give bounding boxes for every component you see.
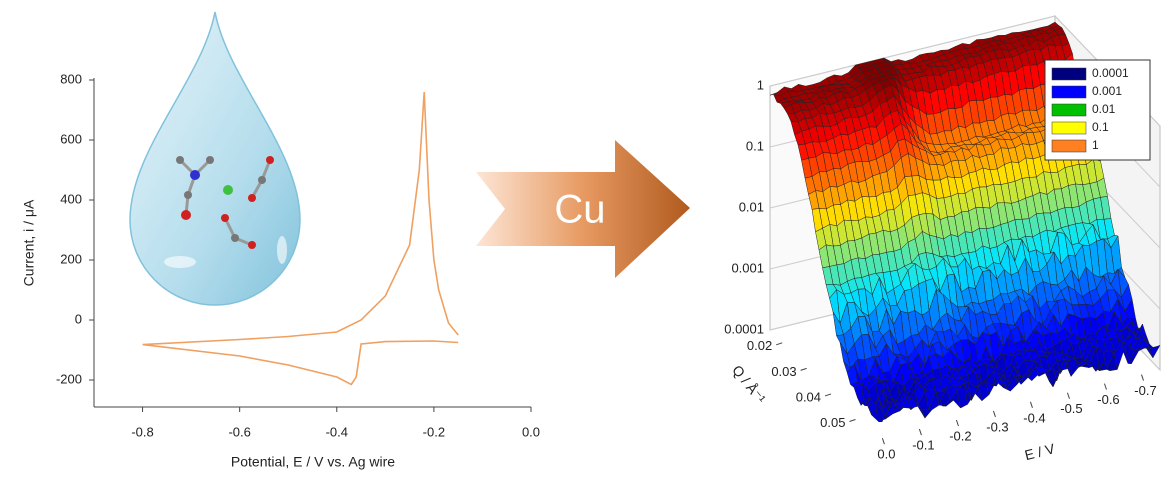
x-tick-label: -0.7 xyxy=(1134,383,1156,398)
y-tick-label: 800 xyxy=(60,71,82,86)
y-tick-label: 400 xyxy=(60,191,82,206)
z-tick-label: 1 xyxy=(757,77,764,92)
x-tick-label: -0.3 xyxy=(986,419,1008,434)
y-tick xyxy=(776,342,783,346)
legend-swatch xyxy=(1051,121,1087,135)
x-tick-label: 0.0 xyxy=(522,424,540,439)
legend-label: 0.0001 xyxy=(1092,66,1129,80)
surface-chart: 0.0001 0.001 0.01 0.1 1 0.02 0.030.04 0.05 0.0 -0… xyxy=(724,14,1161,463)
y-tick-label: 0.05 xyxy=(820,415,845,430)
legend-label: 0.01 xyxy=(1092,102,1116,116)
y-tick-label: 0.04 xyxy=(796,389,821,404)
x-tick xyxy=(1104,383,1107,390)
legend-swatch xyxy=(1051,67,1087,81)
legend-swatch xyxy=(1051,103,1087,117)
x-tick-label: -0.8 xyxy=(131,424,153,439)
surface-cell xyxy=(871,409,883,423)
y-tick xyxy=(800,367,807,371)
z-tick-label: 0.1 xyxy=(746,138,764,153)
z-tick-label: 0.01 xyxy=(739,199,764,214)
cv-curve xyxy=(142,91,459,386)
x-tick-label: -0.6 xyxy=(228,424,250,439)
legend-label: 0.001 xyxy=(1092,84,1122,98)
surface xyxy=(769,21,1161,423)
x-tick-label: -0.2 xyxy=(423,424,445,439)
y-tick-label: 0 xyxy=(75,311,82,326)
x-tick xyxy=(881,438,885,445)
y-axis-title: Current, i / μA xyxy=(21,199,37,286)
x-tick xyxy=(992,410,996,418)
x-tick-label: -0.1 xyxy=(912,438,934,453)
y-tick-label: 200 xyxy=(60,251,82,266)
y-axis-title: Q / Å⁻¹ xyxy=(729,362,769,407)
y-tick-label: 0.02 xyxy=(747,338,772,353)
y-tick xyxy=(824,393,832,397)
x-tick xyxy=(1141,374,1144,381)
x-tick xyxy=(1029,401,1033,408)
legend-label: 0.1 xyxy=(1092,120,1109,134)
cv-chart: -200 0 200 400 600 800 -0.8 -0.6 -0.4 -0.2 0.0 Pote… xyxy=(21,71,540,469)
legend: 0.0001 0.001 0.01 0.1 1 xyxy=(1044,59,1151,161)
x-tick-label: -0.5 xyxy=(1060,401,1082,416)
legend-swatch xyxy=(1051,139,1087,153)
x-tick xyxy=(1066,392,1070,399)
y-tick xyxy=(849,419,856,423)
arrow-label: Cu xyxy=(554,188,605,232)
x-tick-label: -0.4 xyxy=(1023,410,1045,425)
x-axis-title: Potential, E / V vs. Ag wire xyxy=(231,454,395,470)
x-tick-label: -0.6 xyxy=(1097,392,1119,407)
z-tick-label: 0.001 xyxy=(731,260,764,275)
z-tick-label: 0.0001 xyxy=(724,321,764,336)
y-tick-label: -200 xyxy=(56,371,82,386)
legend-swatch xyxy=(1051,85,1087,99)
legend-label: 1 xyxy=(1092,138,1099,152)
x-axis-title: E / V xyxy=(1023,440,1057,463)
x-tick xyxy=(955,419,959,427)
y-tick-label: 600 xyxy=(60,131,82,146)
x-tick-label: -0.4 xyxy=(326,424,348,439)
x-tick-label: 0.0 xyxy=(877,447,895,462)
x-tick xyxy=(918,428,922,436)
y-tick-label: 0.03 xyxy=(771,364,796,379)
arrow xyxy=(476,140,690,278)
droplet xyxy=(129,11,301,306)
x-tick-label: -0.2 xyxy=(949,428,971,443)
